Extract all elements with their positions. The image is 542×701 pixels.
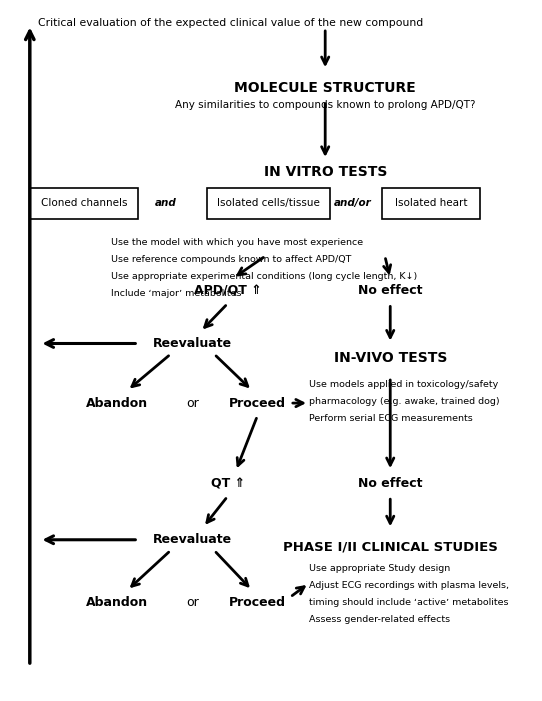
Text: Perform serial ECG measurements: Perform serial ECG measurements <box>309 414 473 423</box>
Text: Critical evaluation of the expected clinical value of the new compound: Critical evaluation of the expected clin… <box>38 18 423 27</box>
Text: and/or: and/or <box>333 198 371 208</box>
Text: IN-VIVO TESTS: IN-VIVO TESTS <box>333 350 447 365</box>
Text: Adjust ECG recordings with plasma levels,: Adjust ECG recordings with plasma levels… <box>309 581 509 590</box>
Text: and: and <box>154 198 176 208</box>
Text: Abandon: Abandon <box>86 597 147 609</box>
Text: APD/QT ⇑: APD/QT ⇑ <box>194 285 261 297</box>
Text: Use models applied in toxicology/safety: Use models applied in toxicology/safety <box>309 380 498 389</box>
Text: MOLECULE STRUCTURE: MOLECULE STRUCTURE <box>234 81 416 95</box>
Text: Reevaluate: Reevaluate <box>153 337 232 350</box>
Text: timing should include ʻactiveʼ metabolites: timing should include ʻactiveʼ metabolit… <box>309 598 508 607</box>
Text: Use appropriate experimental conditions (long cycle length, K↓): Use appropriate experimental conditions … <box>111 272 417 281</box>
Text: or: or <box>186 597 199 609</box>
Text: Isolated heart: Isolated heart <box>395 198 467 208</box>
Text: No effect: No effect <box>358 285 423 297</box>
Text: Isolated cells/tissue: Isolated cells/tissue <box>217 198 320 208</box>
Text: Proceed: Proceed <box>229 597 286 609</box>
Text: Use appropriate Study design: Use appropriate Study design <box>309 564 450 573</box>
Text: Assess gender-related effects: Assess gender-related effects <box>309 615 450 624</box>
Text: Proceed: Proceed <box>229 397 286 409</box>
Text: Cloned channels: Cloned channels <box>41 198 127 208</box>
Text: Include ʻmajorʼ metabolites: Include ʻmajorʼ metabolites <box>111 289 242 298</box>
Text: Use reference compounds known to affect APD/QT: Use reference compounds known to affect … <box>111 255 351 264</box>
Text: No effect: No effect <box>358 477 423 490</box>
FancyBboxPatch shape <box>382 188 480 219</box>
Text: Abandon: Abandon <box>86 397 147 409</box>
FancyBboxPatch shape <box>207 188 330 219</box>
Text: Use the model with which you have most experience: Use the model with which you have most e… <box>111 238 363 247</box>
Text: Any similarities to compounds known to prolong APD/QT?: Any similarities to compounds known to p… <box>175 100 475 110</box>
Text: or: or <box>186 397 199 409</box>
Text: Reevaluate: Reevaluate <box>153 533 232 546</box>
Text: QT ⇑: QT ⇑ <box>211 477 244 490</box>
Text: PHASE I/II CLINICAL STUDIES: PHASE I/II CLINICAL STUDIES <box>283 540 498 553</box>
Text: pharmacology (e.g. awake, trained dog): pharmacology (e.g. awake, trained dog) <box>309 397 500 406</box>
Text: IN VITRO TESTS: IN VITRO TESTS <box>263 165 387 179</box>
FancyBboxPatch shape <box>29 188 139 219</box>
